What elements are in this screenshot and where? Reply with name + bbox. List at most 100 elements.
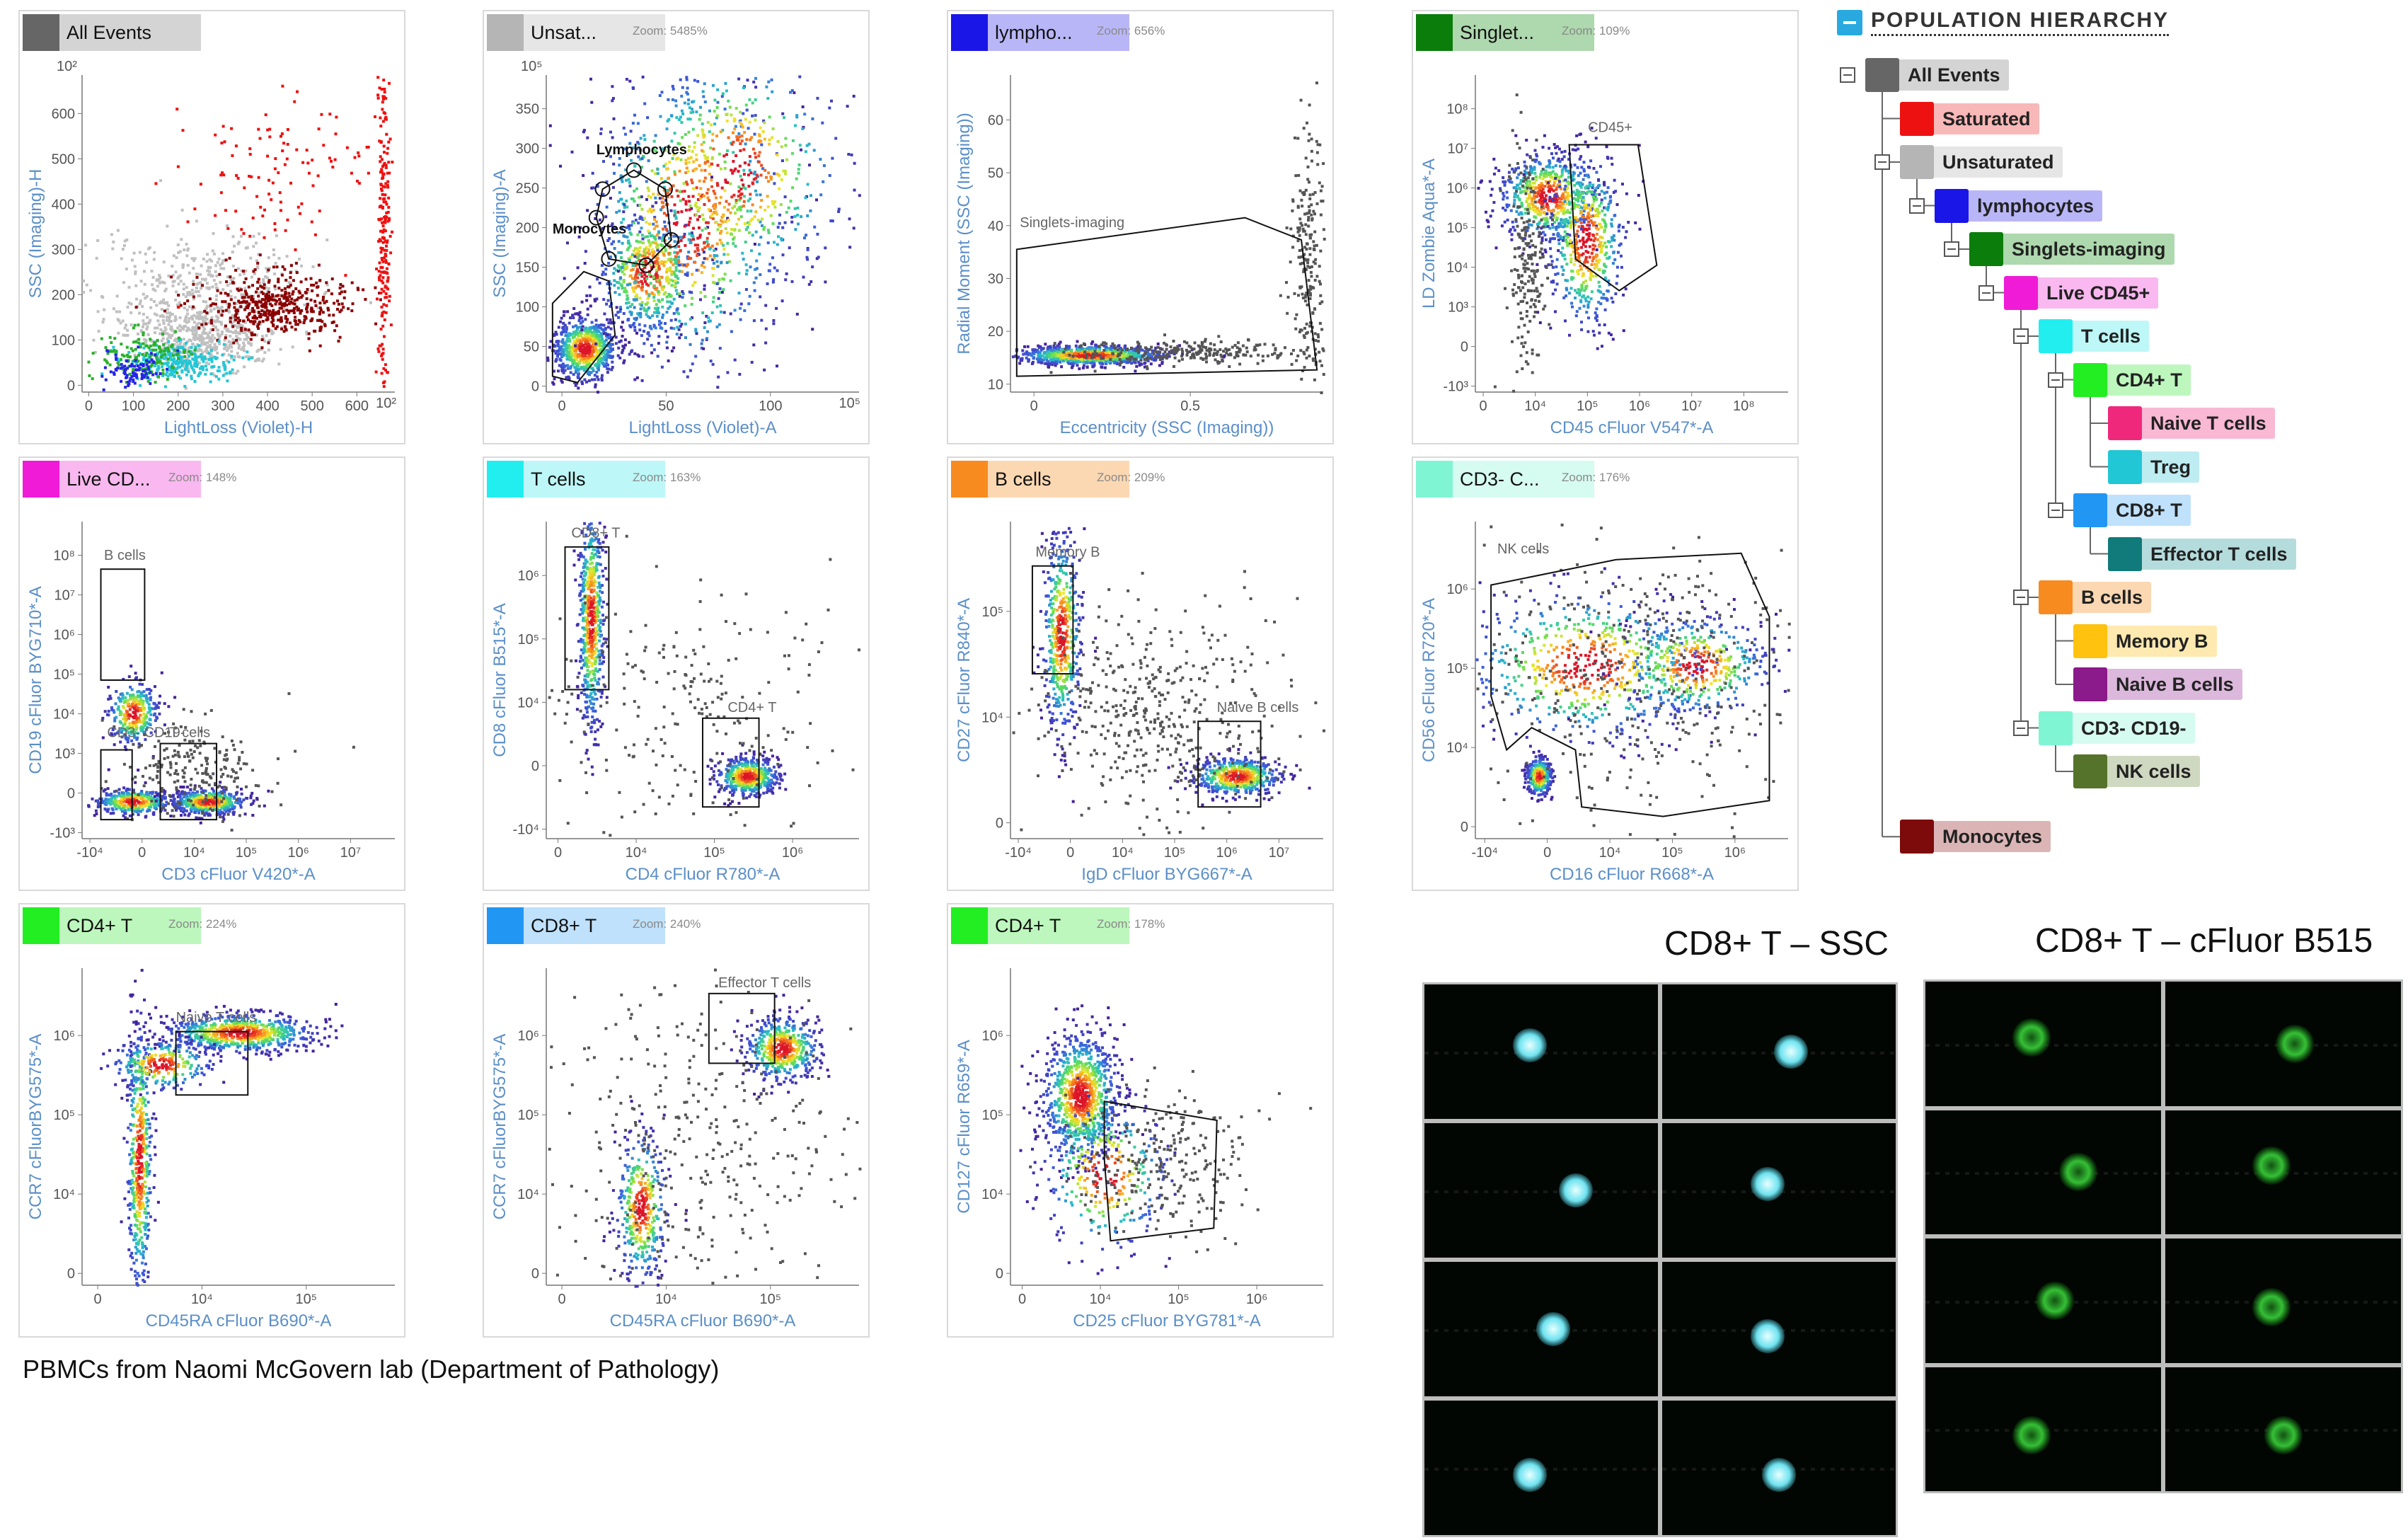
event-point (379, 265, 383, 269)
event-point (210, 316, 214, 319)
event-point (655, 276, 659, 280)
event-point (713, 254, 716, 257)
event-point (287, 311, 291, 314)
panel-header[interactable]: lympho... (950, 13, 1129, 52)
event-point (766, 241, 770, 245)
scatter-plot[interactable]: Monocytes Lymphocytes 0 50 100 0 50 100 150 200 25… (484, 54, 868, 443)
event-point (599, 326, 602, 330)
event-point (636, 248, 640, 252)
event-point (752, 178, 756, 181)
event-point (638, 258, 640, 262)
plot-panel[interactable]: Unsat... Zoom: 5485% Monocytes Lymphocytes 0… (483, 10, 870, 444)
event-point (666, 120, 669, 122)
event-point (757, 160, 761, 163)
event-point (131, 349, 134, 352)
event-point (718, 152, 721, 156)
event-point (250, 175, 253, 178)
event-point (145, 260, 148, 264)
event-point (333, 329, 337, 333)
event-point (699, 298, 702, 301)
event-point (647, 231, 651, 235)
x-axis-label[interactable]: LightLoss (Violet)-A (629, 418, 777, 437)
event-point (606, 352, 609, 355)
gate-vertex-handle[interactable] (657, 181, 673, 197)
event-point (250, 331, 253, 335)
gate-vertex-handle[interactable] (594, 181, 611, 197)
event-point (734, 167, 737, 171)
event-point (672, 153, 676, 156)
panel-header[interactable]: All Events (21, 13, 201, 52)
event-point (158, 281, 161, 285)
event-point (744, 187, 747, 190)
event-point (289, 181, 292, 185)
gate[interactable]: Monocytes (551, 222, 626, 384)
event-point (156, 358, 159, 362)
y-axis-label[interactable]: SSC (Imaging)-H (26, 169, 45, 299)
event-point (214, 133, 217, 137)
scatter-plot[interactable]: 0 100 200 300 400 500 600 0 100 200 300 400 500 600 10… (20, 54, 404, 443)
y-axis-label[interactable]: SSC (Imaging)-A (490, 169, 509, 297)
event-point (699, 195, 703, 199)
event-point (671, 84, 674, 88)
event-point (611, 99, 614, 103)
scatter-plot[interactable]: Singlets-imaging 0 0.5 10 20 30 40 50 60 Eccentri… (948, 54, 1332, 443)
event-point (701, 193, 704, 197)
event-point (666, 188, 669, 192)
event-point (711, 244, 714, 248)
plot-panel[interactable]: All Events 0 100 200 300 400 500 600 0 100 200 300 4… (18, 10, 405, 444)
panel-header[interactable]: Unsat... (485, 13, 665, 52)
event-point (734, 244, 737, 248)
event-point (772, 318, 776, 322)
event-point (381, 247, 384, 250)
gate-vertex-handle[interactable] (638, 257, 655, 273)
y-tick-label: 600 (52, 106, 75, 122)
event-point (641, 260, 645, 264)
event-point (685, 78, 689, 81)
event-point (604, 327, 607, 331)
event-point (557, 326, 560, 329)
gate[interactable]: Lymphocytes (588, 142, 687, 273)
event-point (277, 318, 280, 322)
event-point (721, 92, 725, 96)
event-point (258, 321, 261, 324)
event-point (662, 212, 666, 215)
event-point (147, 346, 151, 350)
event-point (568, 321, 571, 325)
event-point (667, 282, 671, 285)
event-point (240, 328, 243, 332)
event-point (240, 347, 243, 351)
event-point (708, 319, 712, 323)
event-point (217, 310, 220, 314)
event-point (240, 288, 243, 292)
gate-vertex-handle[interactable] (626, 162, 642, 178)
event-point (171, 352, 174, 355)
event-point (639, 137, 643, 140)
event-point (1032, 350, 1035, 354)
plot-panel[interactable]: lympho... Zoom: 656% Singlets-imaging 0 0.5 1… (947, 10, 1334, 444)
gate-vertex-handle[interactable] (601, 251, 617, 267)
gate-vertex-handle[interactable] (588, 209, 604, 226)
event-point (255, 316, 259, 320)
event-point (726, 371, 730, 374)
event-point (214, 357, 218, 360)
event-point (238, 344, 241, 347)
event-point (380, 279, 384, 282)
event-point (640, 234, 644, 237)
event-point (167, 350, 171, 353)
event-point (275, 294, 278, 298)
event-point (289, 321, 292, 325)
event-point (647, 294, 651, 297)
event-point (112, 371, 115, 374)
event-point (167, 304, 171, 307)
event-point (275, 311, 278, 314)
event-point (289, 276, 292, 280)
event-point (766, 229, 770, 232)
plot-axes (81, 75, 395, 393)
gate-vertex-handle[interactable] (663, 231, 679, 248)
event-point (209, 372, 213, 376)
event-point (837, 207, 841, 211)
event-point (568, 377, 571, 381)
event-point (157, 375, 161, 379)
event-point (623, 206, 626, 209)
x-axis-label[interactable]: LightLoss (Violet)-H (164, 418, 313, 437)
